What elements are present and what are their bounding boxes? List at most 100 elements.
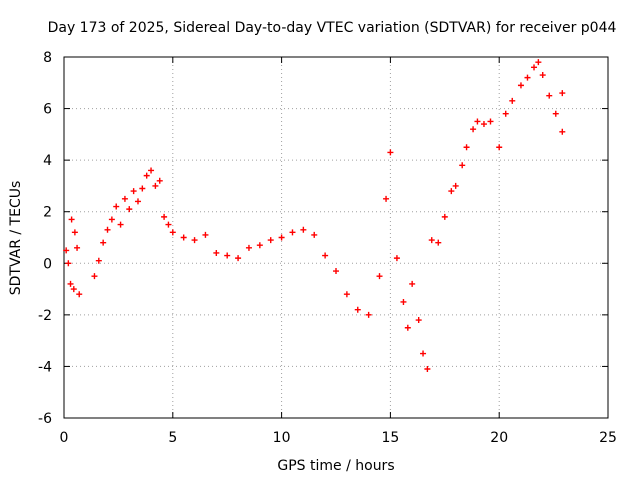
data-point bbox=[95, 257, 102, 264]
data-point bbox=[487, 118, 494, 125]
x-tick-label: 10 bbox=[273, 430, 291, 446]
data-point bbox=[311, 231, 318, 238]
data-point bbox=[552, 110, 559, 117]
data-point bbox=[441, 213, 448, 220]
data-point bbox=[559, 90, 566, 97]
data-point bbox=[235, 255, 242, 262]
data-point bbox=[496, 144, 503, 151]
data-point bbox=[546, 92, 553, 99]
data-point bbox=[517, 82, 524, 89]
data-point bbox=[202, 231, 209, 238]
data-point bbox=[91, 273, 98, 280]
data-point bbox=[148, 167, 155, 174]
data-point bbox=[463, 144, 470, 151]
data-point bbox=[400, 298, 407, 305]
data-point bbox=[267, 237, 274, 244]
data-point bbox=[180, 234, 187, 241]
data-point bbox=[100, 239, 107, 246]
y-tick-label: 2 bbox=[43, 205, 52, 221]
data-point bbox=[404, 324, 411, 331]
data-point bbox=[420, 350, 427, 357]
data-point bbox=[74, 244, 81, 251]
data-point bbox=[156, 177, 163, 184]
data-point bbox=[245, 244, 252, 251]
data-points bbox=[63, 59, 566, 373]
data-point bbox=[300, 226, 307, 233]
data-point bbox=[502, 110, 509, 117]
data-point bbox=[474, 118, 481, 125]
data-point bbox=[531, 64, 538, 71]
data-point bbox=[376, 273, 383, 280]
data-point bbox=[134, 198, 141, 205]
data-point bbox=[117, 221, 124, 228]
data-point bbox=[535, 59, 542, 66]
data-point bbox=[539, 72, 546, 79]
data-point bbox=[278, 234, 285, 241]
data-point bbox=[224, 252, 231, 259]
data-point bbox=[524, 74, 531, 81]
data-point bbox=[213, 249, 220, 256]
data-point bbox=[448, 188, 455, 195]
x-tick-label: 15 bbox=[381, 430, 399, 446]
data-point bbox=[435, 239, 442, 246]
data-point bbox=[104, 226, 111, 233]
data-point bbox=[139, 185, 146, 192]
data-point bbox=[63, 247, 70, 254]
data-point bbox=[289, 229, 296, 236]
grid bbox=[64, 57, 608, 418]
x-tick-label: 0 bbox=[60, 430, 69, 446]
axis-ticks: 0 5 10 15 20 25 -6 -4 -2 0 2 4 6 8 bbox=[38, 50, 617, 446]
data-point bbox=[71, 229, 78, 236]
y-tick-label: 8 bbox=[43, 50, 52, 66]
data-point bbox=[152, 182, 159, 189]
x-axis-label: GPS time / hours bbox=[277, 458, 394, 474]
y-axis-label: SDTVAR / TECUs bbox=[8, 181, 24, 296]
data-point bbox=[452, 182, 459, 189]
data-point bbox=[108, 216, 115, 223]
data-point bbox=[428, 237, 435, 244]
data-point bbox=[68, 216, 75, 223]
data-point bbox=[121, 195, 128, 202]
data-point bbox=[415, 317, 422, 324]
data-point bbox=[409, 280, 416, 287]
data-point bbox=[387, 149, 394, 156]
data-point bbox=[424, 366, 431, 373]
data-point bbox=[354, 306, 361, 313]
y-tick-label: -2 bbox=[38, 308, 52, 324]
data-point bbox=[559, 128, 566, 135]
data-point bbox=[70, 286, 77, 293]
data-point bbox=[67, 280, 74, 287]
y-tick-label: 0 bbox=[43, 256, 52, 272]
data-point bbox=[126, 206, 133, 213]
x-tick-label: 5 bbox=[168, 430, 177, 446]
data-point bbox=[470, 126, 477, 133]
data-point bbox=[65, 260, 72, 267]
y-tick-label: -6 bbox=[38, 411, 52, 427]
chart-title: Day 173 of 2025, Sidereal Day-to-day VTE… bbox=[48, 20, 617, 36]
data-point bbox=[322, 252, 329, 259]
data-point bbox=[256, 242, 263, 249]
data-point bbox=[130, 188, 137, 195]
data-point bbox=[161, 213, 168, 220]
plot-frame bbox=[63, 56, 609, 419]
data-point bbox=[365, 311, 372, 318]
y-tick-label: 4 bbox=[43, 153, 52, 169]
x-tick-label: 20 bbox=[490, 430, 508, 446]
data-point bbox=[113, 203, 120, 210]
data-point bbox=[383, 195, 390, 202]
data-point bbox=[509, 97, 516, 104]
data-point bbox=[393, 255, 400, 262]
data-point bbox=[333, 268, 339, 275]
data-point bbox=[165, 221, 172, 228]
y-tick-label: 6 bbox=[43, 102, 52, 118]
x-tick-label: 25 bbox=[599, 430, 617, 446]
data-point bbox=[459, 162, 466, 169]
data-point bbox=[343, 291, 350, 298]
y-tick-label: -4 bbox=[38, 359, 52, 375]
data-point bbox=[169, 229, 176, 236]
data-point bbox=[76, 291, 83, 298]
data-point bbox=[191, 237, 198, 244]
data-point bbox=[480, 121, 487, 128]
data-point bbox=[143, 172, 150, 179]
